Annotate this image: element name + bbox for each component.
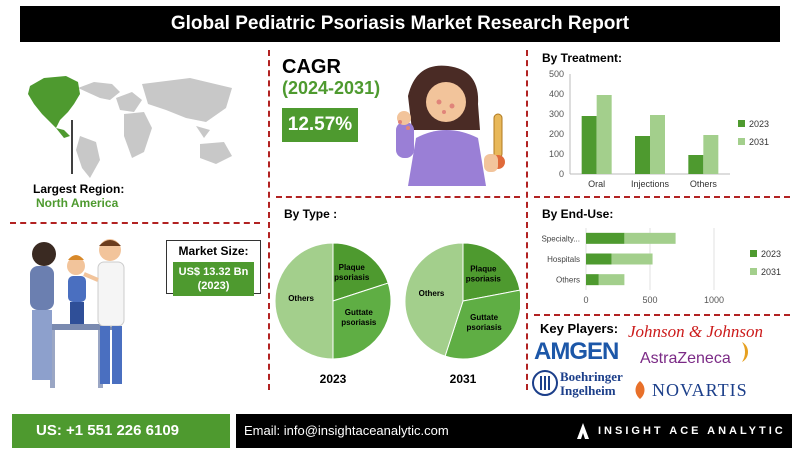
divider-left — [268, 50, 270, 390]
end-use-category-label: Hospitals — [547, 255, 580, 264]
astrazeneca-swirl-icon — [742, 342, 748, 362]
end-use-x-tick-label: 1000 — [704, 295, 724, 305]
treatment-bar — [688, 155, 704, 174]
divider-center-h — [276, 196, 520, 198]
treatment-y-tick-label: 200 — [549, 129, 564, 139]
sick-child-illustration — [396, 65, 505, 186]
end-use-bar — [586, 274, 599, 286]
largest-region-label: Largest Region: — [33, 182, 125, 196]
by-type-pie-charts: Plaque psoriasis Guttate psoriasis Others 202… — [274, 242, 520, 386]
pie-2023-slice — [332, 282, 392, 360]
end-use-bar — [586, 253, 612, 265]
footer-phone: US: +1 551 226 6109 — [12, 414, 230, 448]
end-use-x-tick-label: 500 — [642, 295, 657, 305]
by-type-title: By Type : — [284, 207, 338, 221]
end-use-bar — [611, 253, 653, 265]
pie-2031-slice — [444, 289, 520, 360]
end-use-legend-label: 2023 — [761, 249, 781, 259]
market-size-amount: US$ 13.32 Bn — [178, 266, 249, 278]
treatment-legend-label: 2023 — [749, 119, 769, 129]
end-use-legend-label: 2031 — [761, 267, 781, 277]
pie-2031-year-label: 2031 — [450, 372, 477, 386]
largest-region-value: North America — [36, 196, 119, 210]
footer-brand: INSIGHT ACE ANALYTIC — [598, 425, 786, 437]
end-use-bar — [586, 232, 625, 244]
treatment-y-tick-label: 100 — [549, 149, 564, 159]
treatment-bar — [635, 136, 650, 174]
treatment-legend-label: 2031 — [749, 137, 769, 147]
treatment-category-label: Others — [690, 179, 718, 189]
boehringer-emblem-icon — [532, 370, 558, 396]
divider-left-h — [10, 222, 260, 224]
pie-2023-slice-label: Guttate psoriasis — [341, 308, 377, 327]
treatment-bar — [650, 115, 665, 174]
treatment-bar — [581, 116, 597, 174]
pie-chart-2031: Plaque psoriasis Guttate psoriasis Others 203… — [404, 242, 520, 386]
end-use-category-label: Specialty... — [541, 234, 580, 243]
end-use-chart-body: By End-Use: 0 500 1000 Specialty... Hospitals… — [541, 207, 781, 305]
amgen-logo: AMGEN — [534, 338, 619, 365]
end-use-chart-title: By End-Use: — [542, 207, 613, 221]
treatment-legend-swatch — [738, 120, 745, 127]
boehringer-logo: Boehringer Ingelheim — [560, 369, 623, 398]
cagr-years: (2024-2031) — [282, 78, 381, 98]
end-use-category-label: Others — [556, 276, 580, 285]
market-size-year: (2023) — [197, 280, 230, 292]
pie-2023-slice-label: Others — [288, 294, 314, 303]
treatment-legend-swatch — [738, 138, 745, 145]
pie-2023-year-label: 2023 — [320, 372, 347, 386]
market-size-box: Market Size: US$ 13.32 Bn (2023) — [166, 240, 261, 296]
pie-2023-slice — [274, 242, 334, 360]
report-title: Global Pediatric Psoriasis Market Resear… — [20, 6, 780, 42]
end-use-legend-swatch — [750, 268, 757, 275]
pie-2023-slice-label: Plaque psoriasis — [334, 263, 370, 282]
novartis-logo: NOVARTIS — [652, 380, 748, 400]
end-use-bar-chart: By End-Use: 0 500 1000 Specialty... Hospitals… — [541, 207, 781, 305]
treatment-y-tick-label: 0 — [559, 169, 564, 179]
market-size-label: Market Size: — [178, 244, 249, 258]
pie-2031-slice — [404, 242, 464, 357]
end-use-x-tick-label: 0 — [583, 295, 588, 305]
treatment-bar — [703, 135, 719, 174]
world-map — [28, 76, 232, 178]
treatment-y-tick-label: 500 — [549, 69, 564, 79]
treatment-category-label: Oral — [588, 179, 605, 189]
treatment-bar-chart: By Treatment: 0 100 200 300 400 500 Oral Injecti… — [542, 51, 769, 189]
insight-ace-logo-icon — [577, 423, 589, 439]
cagr-value: 12.57% — [282, 108, 358, 142]
pie-2031-slice — [462, 242, 520, 302]
pie-chart-2023: Plaque psoriasis Guttate psoriasis Others 202… — [274, 242, 392, 386]
divider-right-h-1 — [534, 196, 790, 198]
end-use-bar — [598, 274, 625, 286]
pie-2031-slice-label: Guttate psoriasis — [467, 313, 503, 332]
divider-right-h-2 — [534, 314, 790, 316]
pie-2023-slice — [332, 242, 389, 302]
divider-right — [526, 50, 528, 390]
market-size-value: US$ 13.32 Bn (2023) — [173, 262, 254, 296]
cagr-title: CAGR — [282, 56, 341, 78]
treatment-y-tick-label: 300 — [549, 109, 564, 119]
astrazeneca-logo: AstraZeneca — [640, 350, 731, 367]
footer-email[interactable]: Email: info@insightaceanalytic.com — [244, 423, 449, 438]
novartis-flame-icon — [635, 381, 645, 399]
treatment-chart-body: By Treatment: 0 100 200 300 400 500 Oral Injecti… — [542, 51, 769, 189]
treatment-category-label: Injections — [631, 179, 670, 189]
johnson-logo: Johnson & Johnson — [628, 322, 764, 341]
treatment-y-tick-label: 400 — [549, 89, 564, 99]
pie-2031-slice-label: Others — [419, 289, 445, 298]
end-use-bar — [624, 232, 676, 244]
treatment-chart-title: By Treatment: — [542, 51, 622, 65]
key-players-title: Key Players: — [540, 321, 619, 336]
treatment-bar — [596, 95, 612, 174]
end-use-legend-swatch — [750, 250, 757, 257]
footer-bar: Email: info@insightaceanalytic.com INSIG… — [236, 414, 792, 448]
doctor-child-illustration — [30, 239, 125, 388]
pie-2031-slice-label: Plaque psoriasis — [466, 264, 502, 283]
